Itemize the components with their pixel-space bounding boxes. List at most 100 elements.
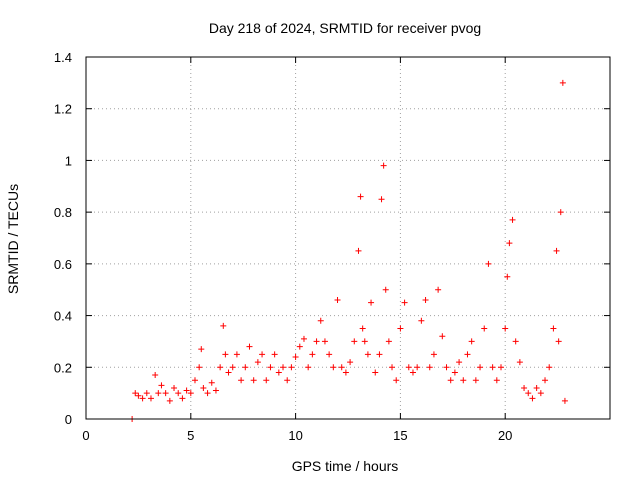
data-point [280, 364, 287, 371]
data-point [385, 338, 392, 345]
data-point [292, 353, 299, 360]
data-point [389, 364, 396, 371]
data-point [132, 390, 139, 397]
data-point [158, 382, 165, 389]
data-point [162, 390, 169, 397]
data-point [147, 395, 154, 402]
data-point [537, 390, 544, 397]
data-point [430, 351, 437, 358]
data-point [372, 369, 379, 376]
data-point [498, 364, 505, 371]
data-point [361, 338, 368, 345]
data-point [267, 364, 274, 371]
data-point [405, 364, 412, 371]
data-point [200, 384, 207, 391]
data-point [555, 338, 562, 345]
data-point [204, 390, 211, 397]
data-point [179, 395, 186, 402]
data-point [516, 359, 523, 366]
data-point [305, 364, 312, 371]
data-point [559, 79, 566, 86]
data-point [443, 364, 450, 371]
data-point [330, 364, 337, 371]
data-point [464, 351, 471, 358]
data-point [489, 364, 496, 371]
data-point [342, 369, 349, 376]
data-point [166, 397, 173, 404]
data-point [321, 338, 328, 345]
y-tick-label: 1.2 [54, 102, 72, 117]
data-point [439, 333, 446, 340]
data-point [135, 392, 142, 399]
data-point [233, 351, 240, 358]
data-point [468, 338, 475, 345]
data-point [271, 351, 278, 358]
data-point [326, 351, 333, 358]
data-point [493, 377, 500, 384]
data-point [152, 372, 159, 379]
data-point [380, 162, 387, 169]
data-point [426, 364, 433, 371]
data-point [155, 390, 162, 397]
grid [86, 57, 610, 419]
data-point [229, 364, 236, 371]
x-axis-label: GPS time / hours [292, 458, 399, 474]
data-point [338, 364, 345, 371]
data-point [220, 322, 227, 329]
y-tick-label: 0.8 [54, 205, 72, 220]
data-point [401, 299, 408, 306]
x-tick-label: 20 [498, 428, 512, 443]
data-point [242, 364, 249, 371]
data-point [263, 377, 270, 384]
data-point [542, 377, 549, 384]
data-point [368, 299, 375, 306]
data-point [533, 384, 540, 391]
data-point [334, 297, 341, 304]
data-point [378, 196, 385, 203]
data-point [359, 325, 366, 332]
data-point [557, 209, 564, 216]
data-point [313, 338, 320, 345]
x-tick-label: 15 [393, 428, 407, 443]
data-point [506, 240, 513, 247]
data-point [171, 384, 178, 391]
data-point [212, 387, 219, 394]
data-point [393, 377, 400, 384]
chart-title: Day 218 of 2024, SRMTID for receiver pvo… [209, 20, 481, 36]
data-point [309, 351, 316, 358]
data-point [357, 193, 364, 200]
data-point [300, 335, 307, 342]
data-point [347, 359, 354, 366]
data-point [460, 377, 467, 384]
data-point [456, 359, 463, 366]
data-point [397, 325, 404, 332]
y-tick-label: 0.2 [54, 360, 72, 375]
data-point [196, 364, 203, 371]
data-point [238, 377, 245, 384]
data-point [139, 395, 146, 402]
data-point [521, 384, 528, 391]
data-point [225, 369, 232, 376]
data-point [472, 377, 479, 384]
data-point [525, 390, 532, 397]
data-point [296, 343, 303, 350]
y-axis-label: SRMTID / TECUs [5, 184, 21, 294]
data-point [191, 377, 198, 384]
data-point [183, 387, 190, 394]
data-point [288, 364, 295, 371]
data-point [550, 325, 557, 332]
data-point [435, 286, 442, 293]
data-point [208, 379, 215, 386]
data-point [198, 346, 205, 353]
data-point [175, 390, 182, 397]
y-tick-label: 0.4 [54, 309, 72, 324]
data-point [246, 343, 253, 350]
data-point [284, 377, 291, 384]
data-point [187, 390, 194, 397]
data-points [129, 79, 568, 422]
data-point [504, 273, 511, 280]
data-point [529, 395, 536, 402]
y-tick-label: 0.6 [54, 257, 72, 272]
data-point [355, 247, 362, 254]
